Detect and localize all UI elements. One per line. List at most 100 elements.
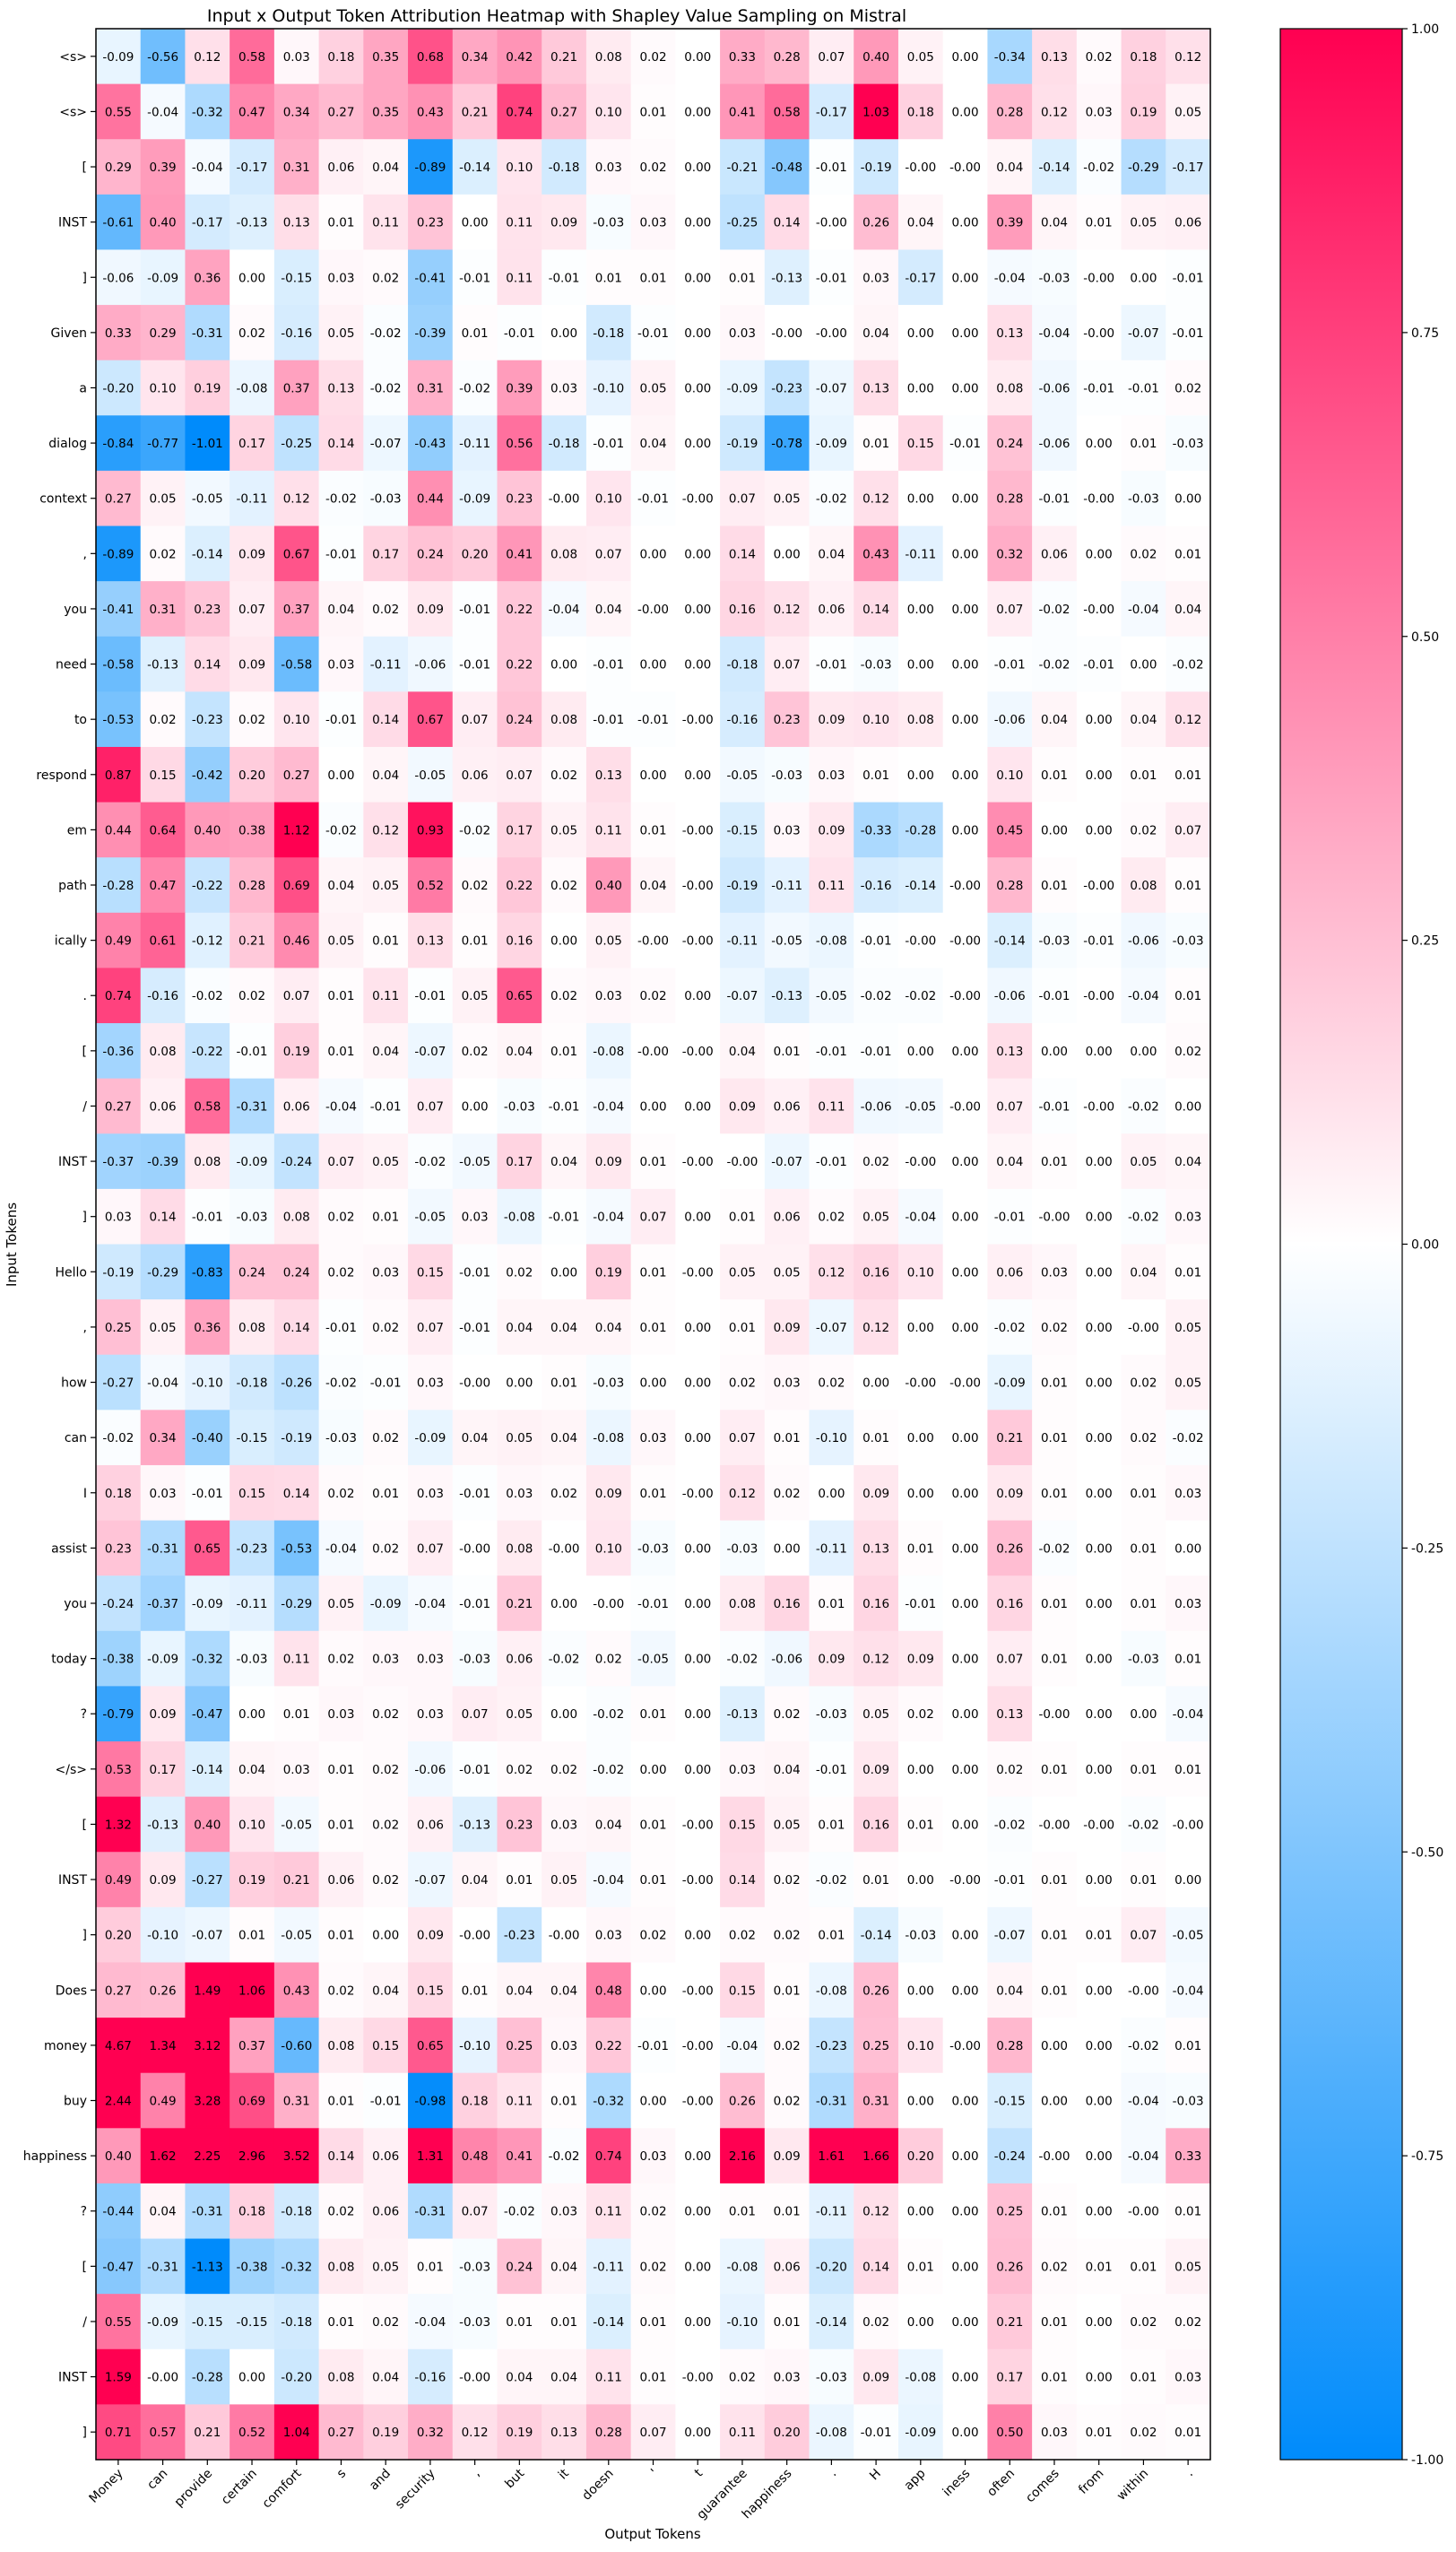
heatmap-cell <box>897 360 944 416</box>
cell-value-label: 0.00 <box>952 1155 979 1169</box>
cell-value-label: 0.03 <box>729 326 756 341</box>
cell-value-label: 0.00 <box>907 603 934 617</box>
heatmap-cell <box>1076 470 1122 527</box>
cell-value-label: 0.00 <box>907 658 934 673</box>
cell-value-label: 0.01 <box>639 271 666 285</box>
cell-value-label: -0.01 <box>504 326 535 341</box>
heatmap-cell <box>1076 968 1122 1024</box>
cell-value-label: -0.04 <box>1173 1707 1204 1722</box>
cell-value-label: -0.01 <box>949 437 981 451</box>
cell-value-label: 0.00 <box>639 1763 666 1777</box>
cell-value-label: 0.08 <box>327 2260 354 2274</box>
heatmap-cell <box>497 691 542 748</box>
heatmap-cell <box>942 912 988 969</box>
heatmap-cell <box>497 470 542 527</box>
heatmap-cell <box>1166 1133 1211 1190</box>
cell-value-label: 0.02 <box>372 603 399 617</box>
cell-value-label: 0.01 <box>1041 1929 1068 1943</box>
cell-value-label: 0.02 <box>1041 1321 1068 1335</box>
cell-value-label: 0.18 <box>907 105 934 119</box>
cell-value-label: 0.02 <box>1130 2315 1157 2330</box>
heatmap-cell <box>854 29 899 85</box>
heatmap-cell <box>854 636 899 692</box>
heatmap-cell <box>987 1410 1033 1466</box>
cell-value-label: 0.49 <box>105 934 132 949</box>
cell-value-label: 0.03 <box>150 1487 177 1501</box>
cell-value-label: 0.05 <box>1174 1376 1201 1391</box>
heatmap-cell <box>630 746 676 803</box>
cell-value-label: 0.00 <box>1086 768 1113 783</box>
heatmap-cell <box>809 1133 854 1190</box>
heatmap-cell <box>1032 581 1078 638</box>
cell-value-label: 0.05 <box>907 50 934 65</box>
cell-value-label: 0.04 <box>550 1431 577 1445</box>
cell-value-label: 0.02 <box>1130 2426 1157 2440</box>
cell-value-label: -0.47 <box>102 2260 134 2274</box>
cell-value-label: -0.00 <box>459 1929 490 1943</box>
cell-value-label: -0.07 <box>771 1155 802 1169</box>
cell-value-label: -0.10 <box>147 1929 178 1943</box>
cell-value-label: 0.02 <box>639 50 666 65</box>
heatmap-cell <box>585 1520 632 1576</box>
cell-value-label: 0.01 <box>907 2260 934 2274</box>
cell-value-label: 0.00 <box>684 437 711 451</box>
heatmap-cell <box>497 249 542 306</box>
x-tick-label: can <box>144 2467 170 2493</box>
cell-value-label: 0.00 <box>907 1045 934 1059</box>
heatmap-cell <box>764 1520 810 1576</box>
heatmap-cell <box>1121 1023 1166 1080</box>
cell-value-label: 0.02 <box>818 1376 845 1391</box>
cell-value-label: 0.01 <box>595 271 622 285</box>
heatmap-cell <box>230 1575 275 1632</box>
cell-value-label: 0.02 <box>1174 381 1201 395</box>
heatmap-cell <box>630 83 676 140</box>
y-axis-label: Input Tokens <box>4 1202 20 1287</box>
cell-value-label: -0.00 <box>637 603 669 617</box>
cell-value-label: -0.13 <box>147 1818 178 1832</box>
heatmap-cell <box>942 1354 988 1411</box>
heatmap-cell <box>675 1630 721 1688</box>
cell-value-label: -0.03 <box>459 2315 490 2330</box>
cell-value-label: -0.00 <box>682 1155 714 1169</box>
heatmap-cell <box>854 1299 899 1356</box>
cell-value-label: 0.01 <box>550 2315 577 2330</box>
heatmap-cell <box>273 1520 320 1576</box>
cell-value-label: 0.06 <box>774 1211 801 1225</box>
heatmap-cell <box>318 912 364 969</box>
cell-value-label: -0.83 <box>192 1265 223 1280</box>
heatmap-cell <box>318 1741 364 1798</box>
heatmap-cell <box>363 1299 409 1356</box>
heatmap-cell <box>318 470 364 527</box>
cell-value-label: 0.01 <box>1041 1983 1068 1998</box>
cell-value-label: -0.20 <box>816 2260 847 2274</box>
y-tick-label: money <box>44 2039 87 2053</box>
heatmap-cell <box>675 83 721 140</box>
cell-value-label: -0.06 <box>1128 934 1159 949</box>
heatmap-cell <box>942 857 988 914</box>
cell-value-label: 0.07 <box>462 1707 489 1722</box>
cell-value-label: -0.15 <box>726 823 758 838</box>
cell-value-label: -0.23 <box>771 381 802 395</box>
cell-value-label: 0.06 <box>1041 547 1068 561</box>
cell-value-label: -0.04 <box>593 1099 624 1114</box>
cell-value-label: -0.10 <box>459 2039 490 2053</box>
cell-value-label: -0.01 <box>994 658 1026 673</box>
heatmap-cell <box>897 912 944 969</box>
cell-value-label: 0.02 <box>1130 547 1157 561</box>
heatmap-cell <box>987 968 1033 1024</box>
heatmap-cell <box>497 1078 542 1134</box>
heatmap-cell <box>764 1299 810 1356</box>
heatmap-cell <box>1076 1299 1122 1356</box>
heatmap-cell <box>675 525 721 582</box>
heatmap-cell <box>1032 912 1078 969</box>
cell-value-label: -0.00 <box>771 326 802 341</box>
cell-value-label: 0.11 <box>818 879 845 893</box>
cell-value-label: 0.12 <box>862 1653 889 1667</box>
heatmap-cell <box>1166 691 1211 748</box>
cell-value-label: 0.08 <box>283 1211 310 1225</box>
x-tick-label: Money <box>87 2467 126 2506</box>
cell-value-label: -0.03 <box>1173 2095 1204 2109</box>
cell-value-label: 0.02 <box>372 1321 399 1335</box>
heatmap-cell <box>1166 1299 1211 1356</box>
cell-value-label: -0.00 <box>549 1929 580 1943</box>
